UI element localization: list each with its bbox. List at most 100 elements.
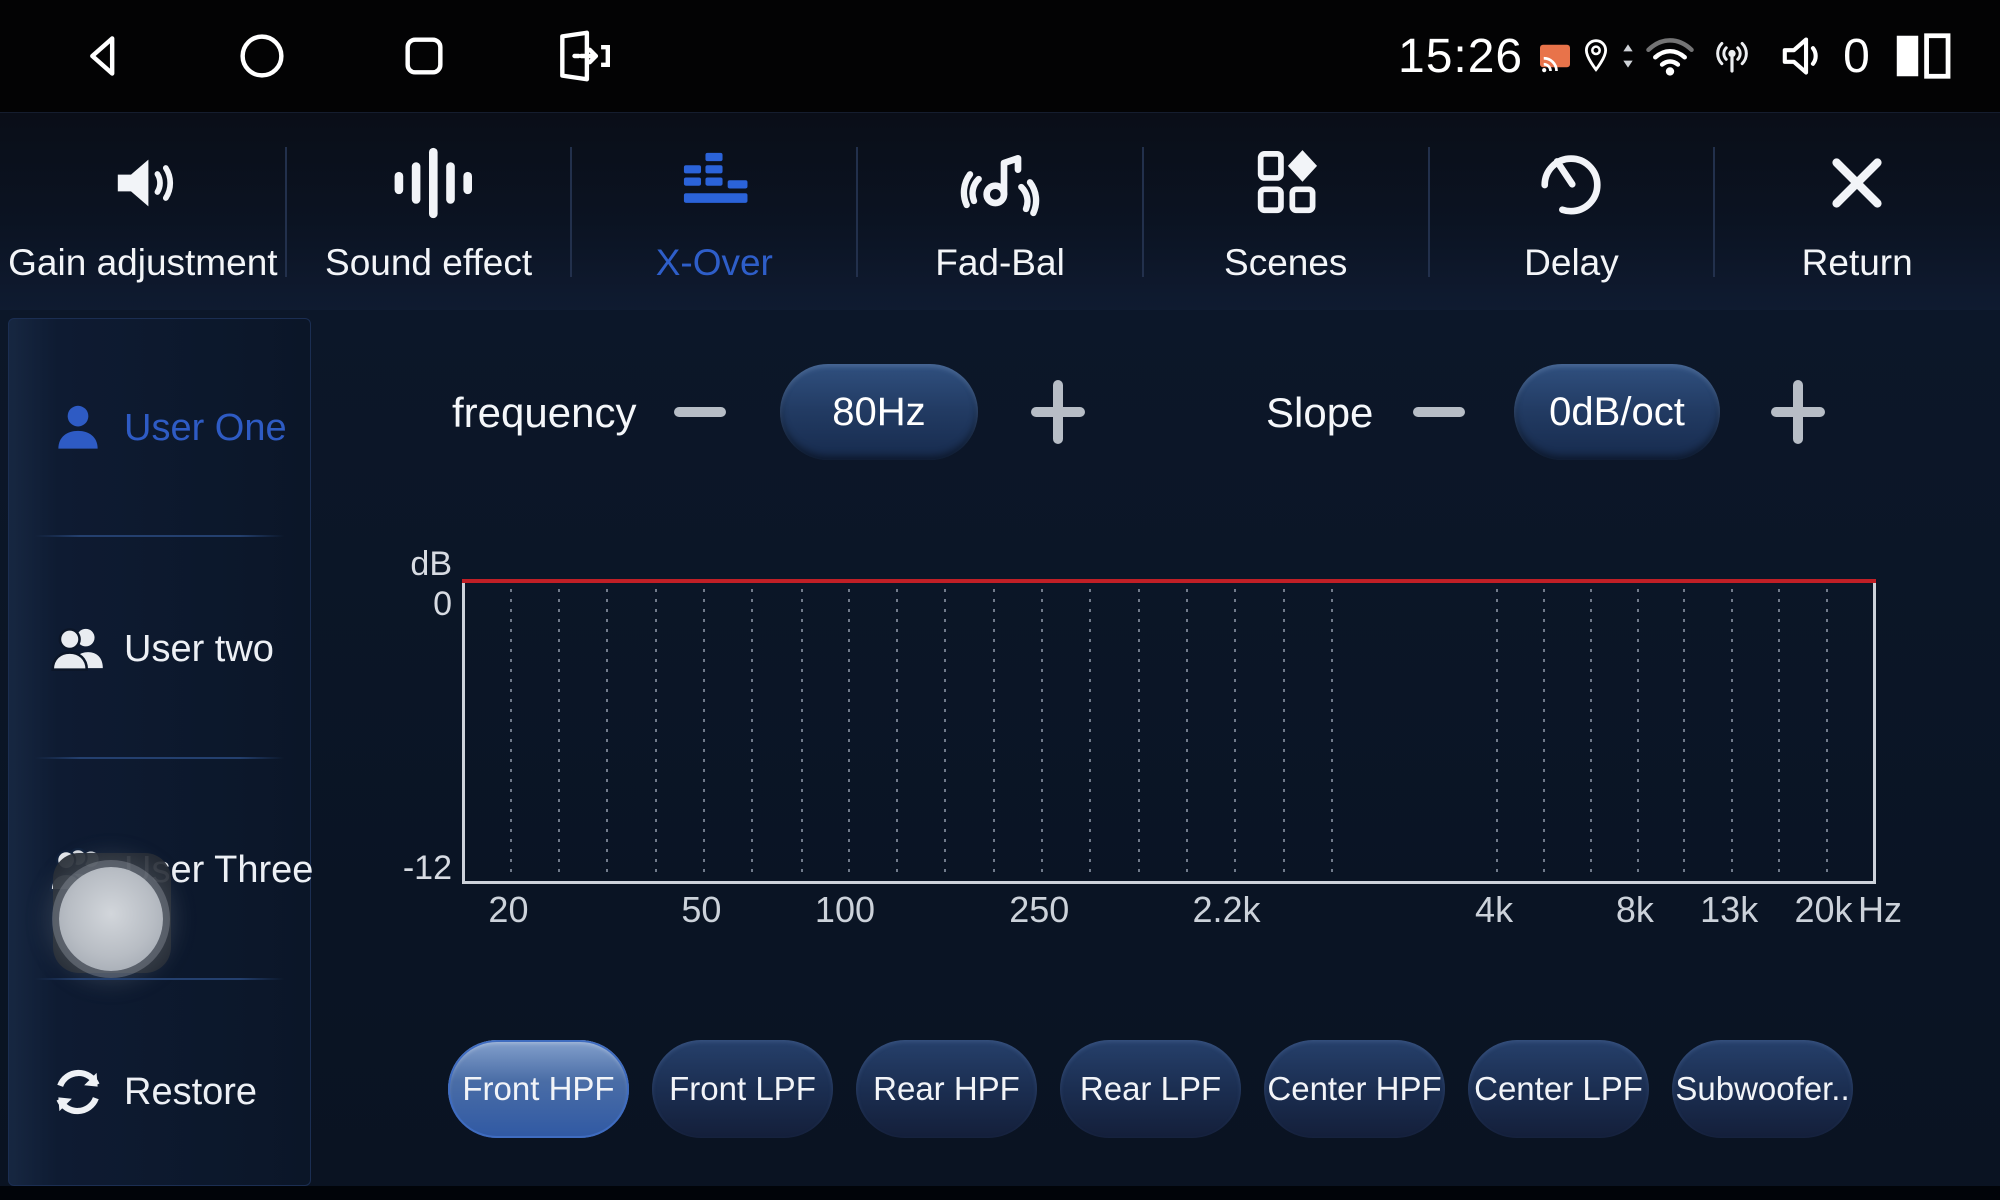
chart-gridline <box>1636 589 1639 878</box>
x-tick-100: 100 <box>814 889 876 930</box>
equalizer-bars-icon <box>386 140 472 226</box>
chart-gridline <box>510 589 513 878</box>
chart-gridline <box>1731 589 1734 878</box>
crossover-histogram-icon <box>673 140 755 226</box>
filter-button-subwoofer[interactable]: Subwoofer.. <box>1672 1040 1853 1138</box>
tab-label: Scenes <box>1224 242 1348 283</box>
status-bar: 15:26 <box>0 0 2000 112</box>
filter-button-front-lpf[interactable]: Front LPF <box>652 1040 833 1138</box>
sidebar-item-label: User One <box>124 406 287 449</box>
chart-gridline <box>558 589 561 878</box>
chart-gridline <box>1283 589 1286 878</box>
clock: 15:26 <box>1398 29 1524 83</box>
chart-gridline <box>1089 589 1092 878</box>
filter-button-rear-hpf[interactable]: Rear HPF <box>856 1040 1037 1138</box>
chart-gridline <box>800 589 803 878</box>
x-tick-20: 20 <box>488 889 529 930</box>
tab-label: Return <box>1801 242 1913 283</box>
filter-button-center-hpf[interactable]: Center HPF <box>1264 1040 1445 1138</box>
x-tick-8k: 8k <box>1615 889 1654 930</box>
tab-delay[interactable]: Delay <box>1427 113 1715 311</box>
sidebar-item-user-one[interactable]: User One <box>9 384 310 472</box>
chart-gridline <box>1234 589 1237 878</box>
x-tick-50: 50 <box>681 889 722 930</box>
sidebar-divider <box>35 535 284 537</box>
home-icon[interactable] <box>234 28 290 84</box>
chart-gridline <box>896 589 899 878</box>
tab-return[interactable]: Return <box>1713 113 2000 311</box>
location-icon <box>1585 39 1608 72</box>
exit-app-icon[interactable] <box>552 25 614 87</box>
tab-label: Delay <box>1524 242 1619 283</box>
tab-x-over[interactable]: X-Over <box>570 113 857 311</box>
sidebar-item-restore[interactable]: Restore <box>9 1048 310 1136</box>
filter-button-rear-lpf[interactable]: Rear LPF <box>1060 1040 1241 1138</box>
chart-gridline <box>944 589 947 878</box>
chart-gridline <box>1683 589 1686 878</box>
tab-label: Gain adjustment <box>8 242 278 283</box>
chart-gridline <box>1825 589 1828 878</box>
timer-icon <box>1533 140 1609 226</box>
chart-gridline <box>703 589 706 878</box>
x-tick-4k: 4k <box>1475 889 1514 930</box>
filter-buttons-row: Front HPF Front LPF Rear HPF Rear LPF Center… <box>448 1040 1853 1138</box>
chart-gridline <box>1186 589 1189 878</box>
slope-label: Slope <box>1266 389 1374 436</box>
chart-gridline <box>751 589 754 878</box>
slope-minus-button[interactable] <box>1413 407 1465 417</box>
xover-content: frequency 80Hz Slope 0dB/oct dB 0 -12 20… <box>0 310 2000 1200</box>
tab-sound-effect[interactable]: Sound effect <box>284 113 572 311</box>
recents-icon[interactable] <box>396 28 452 84</box>
tab-scenes[interactable]: Scenes <box>1141 113 1429 311</box>
bottom-edge <box>0 1186 2000 1200</box>
frequency-plus-button[interactable] <box>1026 380 1090 444</box>
chart-plot <box>462 579 1876 884</box>
note-with-waves-icon <box>960 140 1040 226</box>
sidebar-item-label: Restore <box>124 1070 258 1113</box>
tab-label: Sound effect <box>325 242 533 283</box>
single-user-icon <box>58 405 98 449</box>
sidebar-divider <box>35 757 284 759</box>
x-tick-20k: 20k <box>1794 889 1853 930</box>
x-tick-13k: 13k <box>1700 889 1759 930</box>
frequency-minus-button[interactable] <box>674 407 726 417</box>
chart-gridline <box>993 589 996 878</box>
frequency-label: frequency <box>452 389 637 436</box>
frequency-value[interactable]: 80Hz <box>780 364 978 460</box>
chart-x-ticks: 20 50 100 250 2.2k 4k 8k 13k 20k <box>462 889 1870 935</box>
two-users-icon <box>51 628 103 671</box>
x-axis-unit: Hz <box>1858 889 1902 930</box>
chart-response-line <box>462 579 1876 583</box>
slope-plus-button[interactable] <box>1766 380 1830 444</box>
chart-gridline <box>848 589 851 878</box>
cast-icon <box>1540 44 1571 73</box>
y-axis-unit: dB <box>410 545 452 583</box>
back-icon[interactable] <box>76 28 132 84</box>
slope-value[interactable]: 0dB/oct <box>1514 364 1720 460</box>
sidebar-item-user-two[interactable]: User two <box>9 605 310 693</box>
filter-button-center-lpf[interactable]: Center LPF <box>1468 1040 1649 1138</box>
chart-gridline <box>655 589 658 878</box>
sidebar-divider <box>35 978 284 980</box>
tab-label: X-Over <box>655 242 773 283</box>
sidebar-item-label: User two <box>124 627 274 670</box>
restore-sync-icon <box>56 1069 100 1115</box>
user-preset-sidebar: User One User two <box>8 318 313 1186</box>
touch-indicator <box>59 867 163 971</box>
tab-gain-adjustment[interactable]: Gain adjustment <box>0 113 286 311</box>
tab-fad-bal[interactable]: Fad-Bal <box>856 113 1143 311</box>
chart-gridline <box>1331 589 1334 878</box>
speaker-icon <box>107 140 179 226</box>
sync-arrows-icon <box>1623 44 1633 68</box>
chart-gridline <box>606 589 609 878</box>
wifi-icon <box>1646 38 1694 76</box>
chart-gridline <box>1041 589 1044 878</box>
chart-gridline <box>1777 589 1780 878</box>
split-screen-icon[interactable] <box>1892 28 1954 84</box>
y-tick-minus12: -12 <box>402 849 452 887</box>
chart-gridline <box>1590 589 1593 878</box>
chart-gridline <box>1542 589 1545 878</box>
filter-button-front-hpf[interactable]: Front HPF <box>448 1040 629 1138</box>
volume-icon[interactable] <box>1777 30 1829 82</box>
